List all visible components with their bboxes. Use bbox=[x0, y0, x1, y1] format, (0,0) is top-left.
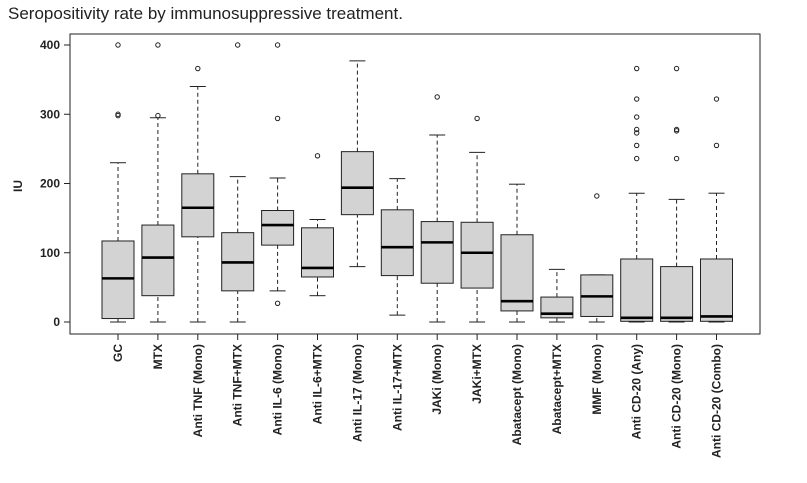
box-group bbox=[221, 42, 255, 323]
outlier-point bbox=[634, 155, 640, 162]
outlier-point bbox=[274, 115, 281, 122]
box-group bbox=[101, 42, 135, 323]
box-group bbox=[500, 183, 534, 323]
iqr-box bbox=[380, 209, 414, 277]
outlier-point bbox=[673, 126, 680, 133]
x-tick-label: Anti IL-6 (Mono) bbox=[271, 344, 285, 435]
outlier-point bbox=[673, 65, 680, 72]
x-tick-label: JAKi+MTX bbox=[470, 344, 484, 404]
iqr-box bbox=[101, 240, 135, 320]
x-tick-label: Anti TNF+MTX bbox=[231, 344, 245, 426]
box-group bbox=[620, 65, 654, 323]
outlier-point bbox=[634, 142, 640, 149]
x-tick-label: Anti CD-20 (Any) bbox=[630, 344, 644, 439]
x-tick-label: MMF (Mono) bbox=[590, 344, 604, 415]
box-group bbox=[301, 153, 334, 297]
x-tick-label: Anti IL-6+MTX bbox=[311, 344, 325, 424]
x-tick-label: JAKi (Mono) bbox=[430, 344, 444, 415]
x-tick-label: Anti CD-20 (Combo) bbox=[710, 344, 724, 458]
iqr-box bbox=[500, 234, 534, 312]
outlier-point bbox=[314, 153, 321, 159]
y-axis-title: IU bbox=[11, 180, 25, 192]
box-group bbox=[420, 94, 454, 323]
y-tick-label: 400 bbox=[40, 38, 60, 52]
y-axis: 0 100 200 300 400 bbox=[40, 38, 71, 329]
x-tick-label: Abatacept (Mono) bbox=[510, 344, 524, 445]
outlier-point bbox=[274, 42, 281, 48]
outlier-point bbox=[594, 193, 600, 199]
box-group bbox=[380, 178, 414, 316]
outlier-point bbox=[274, 300, 281, 307]
outlier-point bbox=[474, 115, 480, 122]
x-axis: GC MTX Anti TNF (Mono) Anti TNF+MTX Anti IL-… bbox=[111, 333, 724, 458]
x-tick-label: Anti CD-20 (Mono) bbox=[670, 344, 684, 449]
x-tick-label: MTX bbox=[151, 344, 165, 369]
outlier-point bbox=[634, 65, 640, 72]
outlier-point bbox=[634, 130, 640, 136]
box-group bbox=[660, 65, 694, 323]
outlier-point bbox=[115, 42, 121, 48]
iqr-box bbox=[460, 221, 494, 289]
iqr-box bbox=[301, 227, 334, 278]
iqr-box bbox=[420, 221, 454, 284]
outlier-point bbox=[673, 155, 680, 162]
outlier-point bbox=[634, 126, 640, 133]
box-group bbox=[540, 268, 574, 323]
outlier-point bbox=[115, 111, 121, 117]
chart-title: Seropositivity rate by immunosuppressive… bbox=[8, 4, 403, 23]
x-tick-label: Anti IL-17+MTX bbox=[390, 344, 404, 431]
box-group bbox=[261, 42, 295, 307]
box-group bbox=[340, 60, 374, 268]
x-tick-label: Anti TNF (Mono) bbox=[191, 344, 205, 437]
box-group bbox=[460, 115, 494, 323]
y-tick-label: 0 bbox=[53, 315, 60, 329]
y-tick-label: 100 bbox=[40, 246, 60, 260]
iqr-box bbox=[141, 224, 175, 297]
box-group bbox=[700, 96, 733, 323]
outlier-point bbox=[434, 94, 440, 100]
outlier-point bbox=[713, 142, 720, 149]
outlier-point bbox=[155, 112, 161, 119]
outlier-point bbox=[235, 42, 241, 48]
iqr-box bbox=[620, 258, 654, 322]
outlier-point bbox=[634, 96, 640, 102]
outlier-point bbox=[155, 42, 161, 48]
x-tick-label: Anti IL-17 (Mono) bbox=[350, 344, 364, 442]
iqr-box bbox=[261, 210, 295, 246]
iqr-box bbox=[340, 151, 374, 216]
x-tick-label: GC bbox=[111, 344, 125, 362]
box-group bbox=[181, 65, 215, 323]
iqr-box bbox=[700, 258, 733, 322]
x-tick-label: Abatacept+MTX bbox=[550, 344, 564, 434]
outlier-point bbox=[634, 114, 640, 120]
iqr-box bbox=[181, 173, 215, 238]
y-tick-label: 300 bbox=[40, 107, 60, 121]
box-group bbox=[141, 42, 175, 323]
boxes bbox=[101, 42, 733, 323]
outlier-point bbox=[195, 65, 201, 72]
iqr-box bbox=[660, 266, 694, 322]
box-group bbox=[580, 193, 614, 323]
y-tick-label: 200 bbox=[40, 177, 60, 191]
outlier-point bbox=[713, 96, 720, 102]
